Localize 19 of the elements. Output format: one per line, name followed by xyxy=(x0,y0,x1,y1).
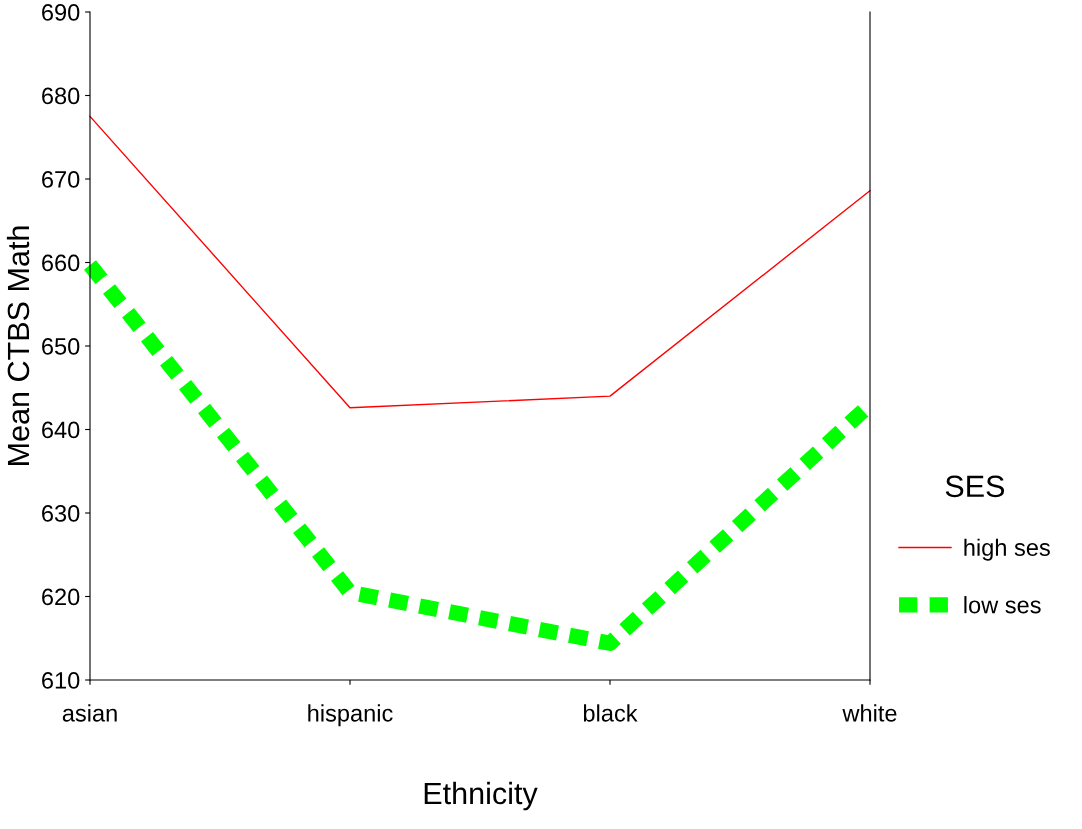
legend-title: SES xyxy=(945,475,1005,498)
y-tick-label: 620 xyxy=(42,588,80,606)
line-series xyxy=(89,115,871,409)
x-tick-label: black xyxy=(583,704,638,722)
x-axis-title: Ethnicity xyxy=(424,781,538,811)
y-tick-label: 640 xyxy=(42,421,80,439)
y-axis-title: Mean CTBS Math xyxy=(6,226,30,465)
y-tick-label: 630 xyxy=(42,505,80,522)
legend-label: low ses xyxy=(964,596,1041,614)
y-tick-label: 690 xyxy=(42,4,80,21)
y-tick-label: 680 xyxy=(42,87,80,105)
legend-label: high ses xyxy=(964,538,1050,561)
x-tick-label: white xyxy=(842,704,897,722)
x-tick-label: hispanic xyxy=(308,704,393,727)
y-tick-label: 670 xyxy=(42,171,80,188)
y-tick-label: 610 xyxy=(42,672,80,689)
x-tick-label: asian xyxy=(62,704,117,722)
y-tick-label: 650 xyxy=(42,338,80,355)
y-tick-label: 660 xyxy=(42,254,80,272)
